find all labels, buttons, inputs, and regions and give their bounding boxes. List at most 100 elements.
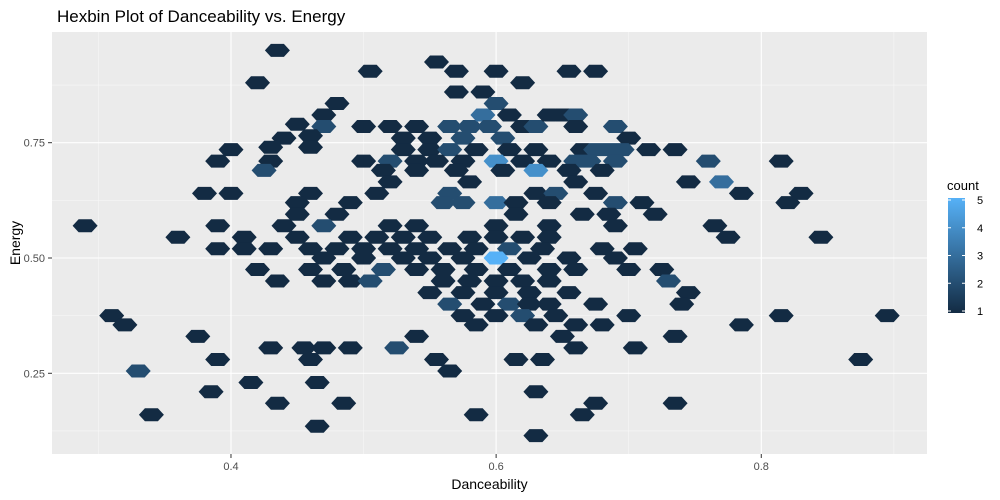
hexbin-cell (516, 297, 542, 311)
hexbin-cell (622, 341, 648, 355)
hexbin-cell (616, 263, 642, 276)
hexbin-cell (483, 274, 509, 288)
hexbin-cell (543, 309, 569, 323)
hexbin-cell (470, 85, 496, 99)
hexbin-cell (656, 274, 681, 288)
hexbin-cell (874, 309, 900, 323)
hexbin-cell (457, 120, 483, 133)
hexbin-cell (165, 230, 191, 244)
hexbin-cell (510, 230, 536, 244)
hexbin-cell (258, 242, 284, 256)
legend-title: count (947, 178, 979, 193)
hexbin-cell (417, 251, 443, 265)
hexbin-cell (324, 97, 350, 110)
hexbin-cell (536, 263, 562, 276)
hexbin-cell (536, 154, 562, 168)
hexbin-cell (384, 341, 410, 355)
hexbin-cell (483, 219, 509, 233)
hexbin-cell (430, 196, 456, 210)
hexbin-cell (324, 207, 350, 221)
hexbin-cell (417, 230, 443, 244)
hexbin-cell (483, 230, 509, 244)
hexbin-cell (271, 131, 297, 145)
hexbin-cell (284, 196, 310, 210)
hexbin-cell (848, 353, 874, 366)
hex-layer (72, 43, 900, 443)
hexbin-cell (430, 274, 456, 288)
hexbin-cell (390, 131, 416, 145)
hexbin-cell (457, 230, 483, 244)
hexbin-cell (404, 163, 430, 177)
hexbin-cell (112, 318, 138, 332)
hexbin-cell (417, 143, 443, 157)
legend-tick-label: 1 (977, 306, 983, 318)
hexbin-cell (536, 297, 562, 311)
hexbin-cell (364, 230, 390, 244)
hexbin-cell (602, 219, 628, 233)
hexbin-cell (370, 263, 396, 276)
hexbin-cell (616, 131, 642, 145)
hexbin-cell (516, 251, 542, 265)
hexbin-cell (583, 64, 609, 78)
hexbin-cell (510, 309, 536, 323)
hexbin-cell (602, 196, 628, 210)
hexbin-cell (245, 263, 270, 276)
hexbin-cell (728, 318, 754, 332)
hexbin-cell (424, 353, 449, 366)
hexbin-cell (351, 251, 377, 265)
hexbin-cell (483, 286, 509, 300)
hexbin-cell (788, 186, 814, 200)
hexbin-cell (728, 186, 754, 200)
hexbin-cell (264, 274, 290, 288)
hexbin-cell (417, 131, 443, 145)
hexbin-cell (218, 143, 244, 157)
x-tick-label: 0.4 (223, 461, 238, 473)
hexbin-cell (589, 318, 615, 332)
hexbin-cell (563, 318, 589, 332)
hexbin-cell (231, 230, 257, 244)
hexbin-cell (662, 396, 688, 410)
legend-tick-label: 4 (977, 223, 983, 235)
hexbin-cell (437, 120, 463, 133)
legend-tick-label: 2 (977, 278, 983, 290)
hexbin-cell (556, 64, 582, 78)
hexbin-cell (510, 76, 536, 90)
hexbin-cell (523, 429, 549, 443)
hexbin-cell (536, 219, 562, 233)
hexbin-cell (457, 274, 483, 288)
hexbin-cell (609, 143, 635, 157)
hexbin-cell (636, 143, 662, 157)
hexbin-cell (390, 143, 416, 157)
hexbin-cell (311, 120, 337, 133)
hexbin-cell (424, 55, 449, 69)
hexbin-cell (563, 108, 589, 122)
hexbin-cell (596, 207, 622, 221)
axis-layer: 0.4 0.6 0.8 0.25 0.50 0.75 (24, 138, 769, 473)
hexbin-cell (370, 163, 396, 177)
hexbin-cell (298, 263, 323, 276)
hexbin-cell (470, 297, 496, 311)
hexbin-cell (496, 263, 522, 276)
hexbin-cell (404, 263, 430, 276)
hexbin-cell (702, 219, 728, 233)
hexbin-cell (125, 364, 151, 378)
hexbin-cell (523, 163, 549, 177)
hexbin-cell (404, 329, 430, 343)
x-tick-label: 0.8 (754, 461, 769, 473)
hexbin-cell (496, 108, 522, 122)
hexbin-cell (556, 251, 582, 265)
hexbin-cell (357, 274, 383, 288)
hexbin-cell (450, 131, 476, 145)
legend: count 1 2 3 4 5 (947, 178, 983, 318)
hexbin-cell (483, 309, 509, 323)
hexbin-cell (463, 143, 489, 157)
hexbin-cell (364, 186, 390, 200)
hexbin-cell (205, 242, 231, 256)
hexbin-cell (258, 140, 284, 154)
hexbin-cell (470, 108, 496, 122)
hexbin-cell (496, 242, 522, 256)
hexbin-cell (304, 376, 330, 389)
hexbin-cell (616, 309, 642, 323)
